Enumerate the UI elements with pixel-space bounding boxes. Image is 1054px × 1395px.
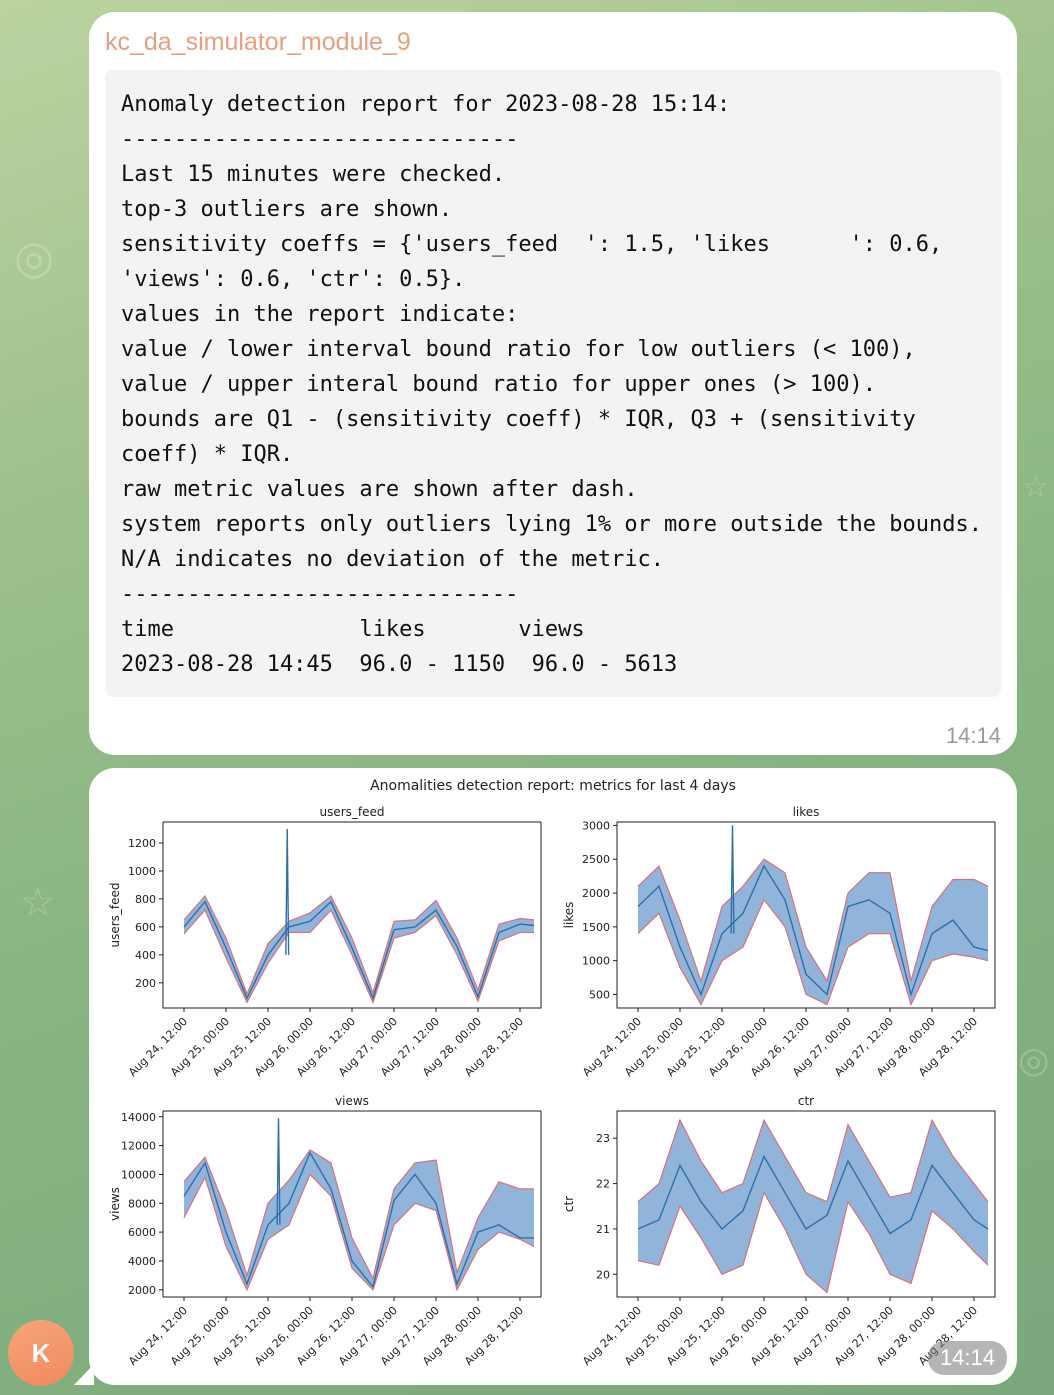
y-tick-label: 400	[135, 949, 156, 962]
y-tick-label: 2500	[582, 853, 610, 866]
upper-bound-line	[183, 1149, 534, 1281]
message-bubble-report-text[interactable]: kc_da_simulator_module_9 Anomaly detecti…	[89, 12, 1017, 755]
code-line: top-3 outliers are shown.	[121, 197, 453, 222]
wallpaper-star-icon: ☆	[20, 880, 56, 926]
y-tick-label: 500	[589, 988, 610, 1001]
panel-title: users_feed	[319, 805, 384, 819]
code-line: Last 15 minutes were checked.	[121, 162, 506, 187]
y-tick-label: 12000	[121, 1140, 156, 1153]
lower-bound-line	[183, 908, 534, 1005]
wallpaper-planet-icon: ◎	[14, 230, 55, 284]
upper-bound-line	[637, 1118, 989, 1203]
y-tick-label: 23	[596, 1132, 610, 1145]
chart-title: Anomalities detection report: metrics fo…	[370, 778, 736, 794]
code-line: time likes views	[121, 617, 585, 642]
y-tick-label: 1500	[582, 921, 610, 934]
y-tick-label: 6000	[128, 1226, 156, 1239]
code-line: ------------------------------	[121, 127, 519, 152]
code-line: raw metric values are shown after dash.	[121, 477, 638, 502]
spike-mark	[730, 825, 735, 934]
metric-value-line	[637, 864, 989, 997]
y-tick-label: 20	[596, 1268, 610, 1281]
message-bubble-chart-image[interactable]: Anomalities detection report: metrics fo…	[89, 768, 1017, 1385]
message-time: 14:14	[945, 723, 1001, 748]
sender-avatar[interactable]: K	[8, 1320, 74, 1386]
spike-mark	[276, 1118, 281, 1225]
y-axis-label: ctr	[562, 1196, 576, 1212]
message-time: 14:14	[927, 1341, 1007, 1375]
panel-title: likes	[793, 805, 820, 819]
panel-title: ctr	[798, 1094, 814, 1108]
lower-bound-line	[637, 898, 989, 1007]
y-tick-label: 1000	[128, 865, 156, 878]
panel-title: views	[335, 1094, 369, 1108]
lower-bound-line	[183, 1173, 535, 1292]
y-tick-label: 3000	[582, 819, 610, 832]
code-line: bounds are Q1 - (sensitivity coeff) * IQ…	[121, 407, 916, 432]
y-tick-label: 800	[135, 893, 156, 906]
code-line: system reports only outliers lying 1% or…	[121, 512, 982, 537]
upper-bound-line	[183, 895, 535, 996]
y-axis-label: likes	[562, 902, 576, 929]
code-line: ------------------------------	[121, 582, 519, 607]
y-tick-label: 1000	[582, 955, 610, 968]
lower-bound-line	[637, 1191, 989, 1294]
code-line: value / upper interal bound ratio for up…	[121, 372, 876, 397]
y-tick-label: 2000	[128, 1284, 156, 1297]
bubble-tail	[74, 1364, 94, 1385]
y-tick-label: 22	[596, 1178, 610, 1191]
y-tick-label: 4000	[128, 1255, 156, 1268]
y-tick-label: 200	[135, 977, 156, 990]
y-tick-label: 1200	[128, 837, 156, 850]
code-block: Anomaly detection report for 2023-08-28 …	[105, 70, 1001, 697]
code-line: N/A indicates no deviation of the metric…	[121, 547, 665, 572]
wallpaper-planet-icon: ◎	[1018, 1040, 1050, 1081]
metric-value-line	[637, 1154, 989, 1235]
y-tick-label: 2000	[582, 887, 610, 900]
confidence-band	[638, 1120, 988, 1293]
y-tick-label: 14000	[121, 1111, 156, 1124]
y-axis-label: views	[108, 1187, 122, 1221]
upper-bound-line	[637, 858, 989, 983]
code-line: sensitivity coeffs = {'users_feed ': 1.5…	[121, 232, 943, 257]
y-tick-label: 600	[135, 921, 156, 934]
y-tick-label: 21	[596, 1223, 610, 1236]
anomaly-report-chart: Anomalities detection report: metrics fo…	[108, 778, 996, 1368]
wallpaper-star-icon: ☆	[1022, 470, 1049, 505]
code-line: coeff) * IQR.	[121, 442, 294, 467]
code-line: value / lower interval bound ratio for l…	[121, 337, 916, 362]
metric-value-line	[183, 1151, 534, 1289]
code-line: values in the report indicate:	[121, 302, 519, 327]
y-tick-label: 10000	[121, 1168, 156, 1181]
sender-name[interactable]: kc_da_simulator_module_9	[105, 28, 411, 56]
metric-value-line	[183, 900, 535, 1001]
code-line: 2023-08-28 14:45 96.0 - 1150 96.0 - 5613	[121, 652, 678, 677]
code-line: Anomaly detection report for 2023-08-28 …	[121, 92, 731, 117]
y-tick-label: 8000	[128, 1197, 156, 1210]
spike-mark	[285, 828, 290, 955]
confidence-band	[184, 1149, 534, 1290]
confidence-band	[184, 896, 534, 1003]
y-axis-label: users_feed	[108, 882, 122, 947]
code-line: 'views': 0.6, 'ctr': 0.5}.	[121, 267, 466, 292]
